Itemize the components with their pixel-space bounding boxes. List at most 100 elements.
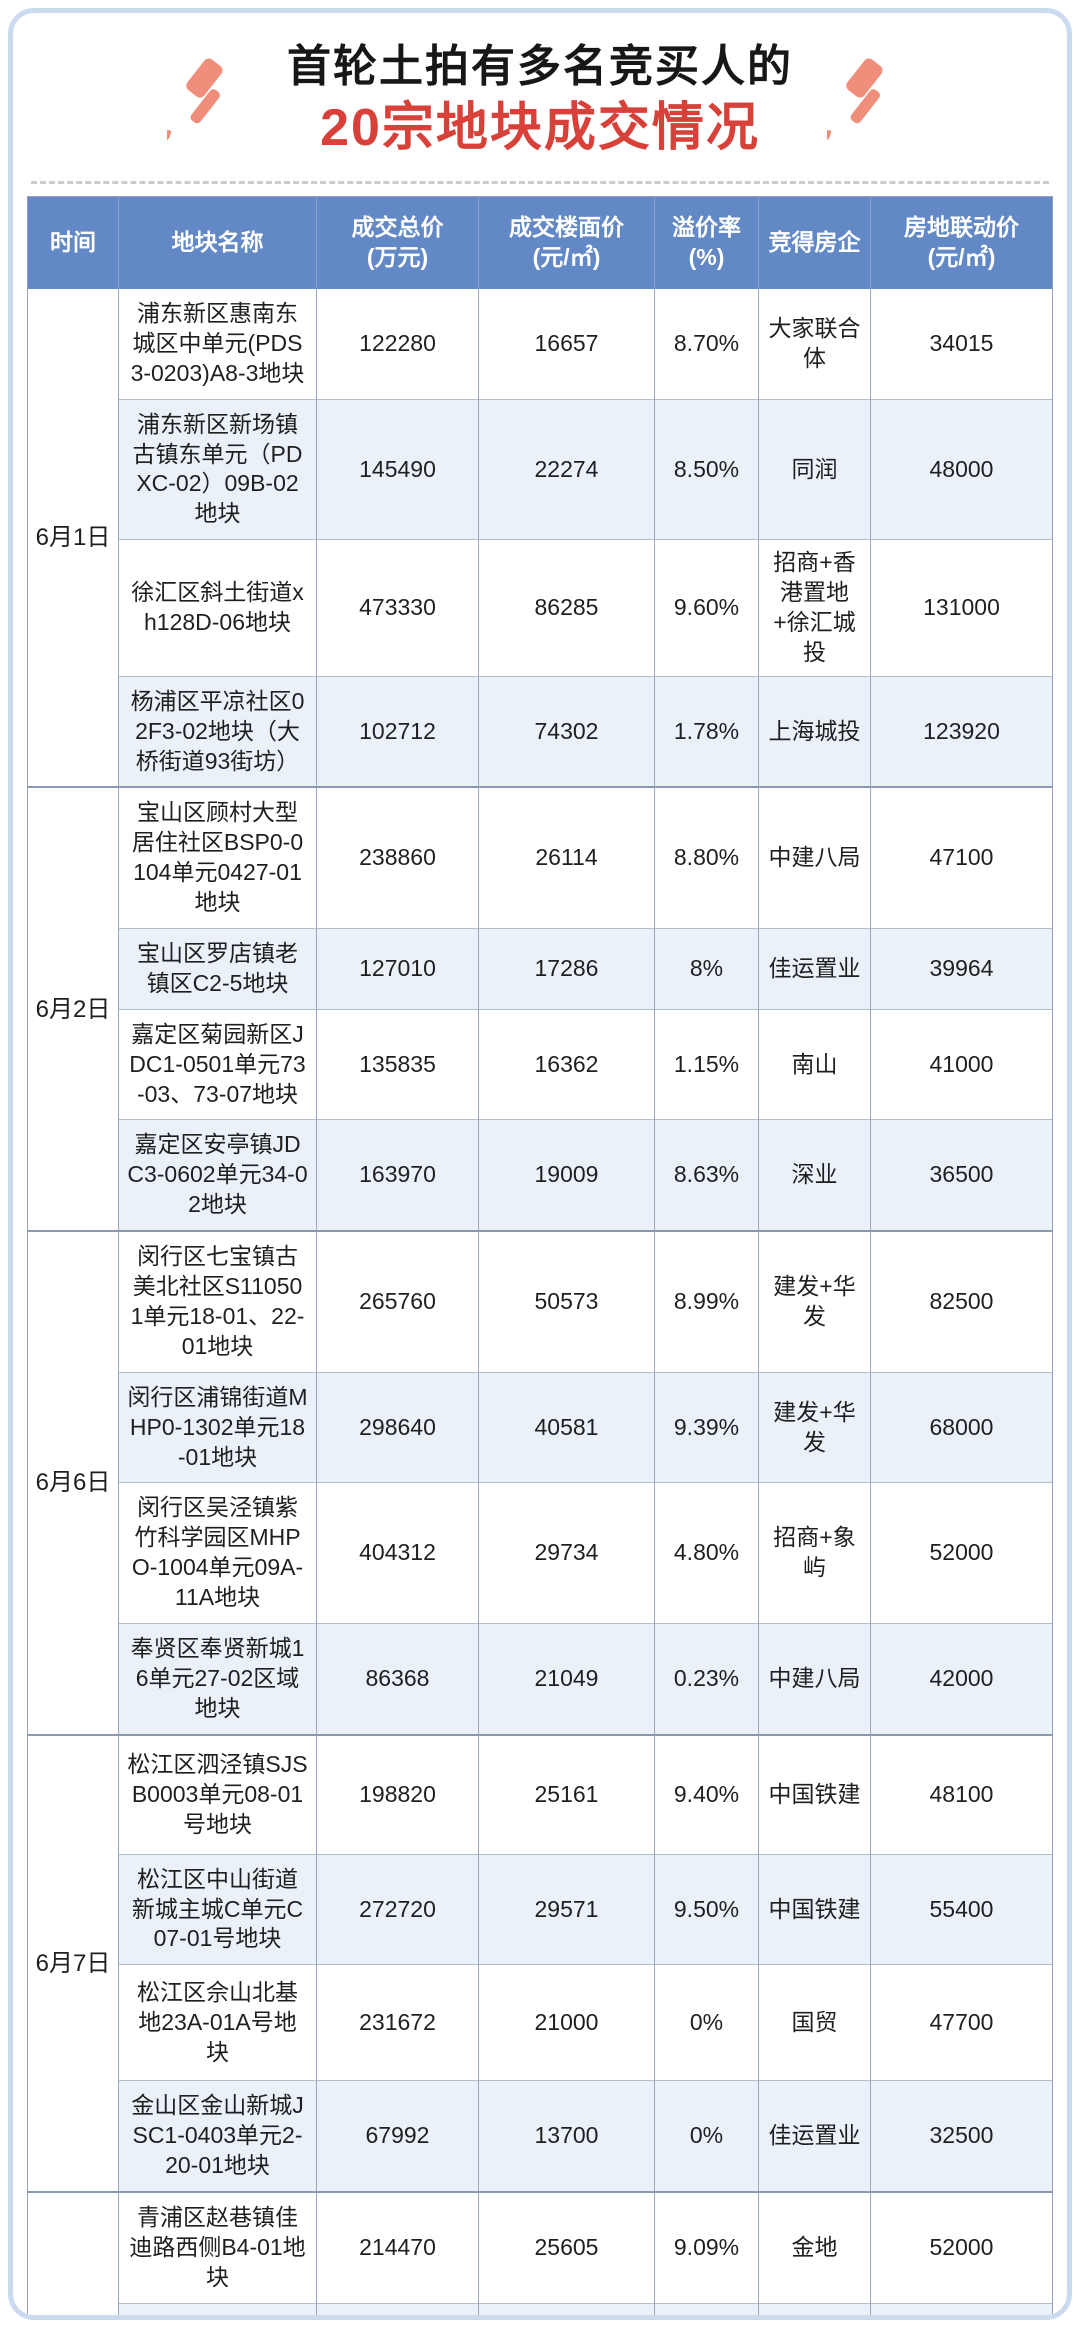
value-cell: 0.23% <box>654 1622 758 1734</box>
date-cell: 6月6日 <box>28 1230 118 1734</box>
value-cell: 39964 <box>870 928 1052 1009</box>
date-cell: 6月7日 <box>28 1733 118 2191</box>
value-cell: 13700 <box>478 2080 654 2191</box>
value-cell: 9.40% <box>654 1733 758 1854</box>
value-cell: 238860 <box>316 786 478 929</box>
value-cell: 深业 <box>758 1119 870 1231</box>
value-cell: 南山 <box>758 1008 870 1120</box>
value-cell: 17286 <box>478 928 654 1009</box>
value-cell: 佳运置业 <box>758 2080 870 2191</box>
value-cell: 37088 <box>478 2302 654 2315</box>
date-cell: 6月8日 <box>28 2190 118 2315</box>
value-cell: 16362 <box>478 1008 654 1120</box>
value-cell: 122280 <box>316 289 478 399</box>
value-cell: 8.99% <box>654 1230 758 1372</box>
value-cell: 8% <box>654 928 758 1009</box>
plot-name-cell: 浦东新区新场镇古镇东单元（PDXC-02）09B-02地块 <box>118 398 316 540</box>
value-cell: 9.08% <box>654 2302 758 2315</box>
value-cell: 上海城投 <box>758 675 870 787</box>
value-cell: 82500 <box>870 1230 1052 1372</box>
plot-name-cell: 松江区中山街道新城主城C单元C07-01号地块 <box>118 1853 316 1965</box>
plot-name-cell: 徐汇区斜土街道xh128D-06地块 <box>118 539 316 676</box>
gavel-icon <box>827 58 883 141</box>
header-cell: 时间 <box>28 197 118 289</box>
value-cell: 16657 <box>478 289 654 399</box>
value-cell: 50573 <box>478 1230 654 1372</box>
value-cell: 9.50% <box>654 1853 758 1965</box>
value-cell: 131000 <box>870 539 1052 676</box>
page-title: 首轮土拍有多名竞买人的 20宗地块成交情况 <box>287 39 793 161</box>
value-cell: 198820 <box>316 1733 478 1854</box>
value-cell: 67992 <box>316 2080 478 2191</box>
title-line-1: 首轮土拍有多名竞买人的 <box>287 42 793 91</box>
value-cell: 26114 <box>478 786 654 929</box>
value-cell: 298640 <box>316 1371 478 1483</box>
value-cell: 8.70% <box>654 289 758 399</box>
value-cell: 86368 <box>316 1622 478 1734</box>
header-cell: 成交楼面价 (元/㎡) <box>478 197 654 289</box>
value-cell: 47700 <box>870 1964 1052 2081</box>
header-cell: 溢价率 (%) <box>654 197 758 289</box>
value-cell: 163970 <box>316 1119 478 1231</box>
value-cell: 8.63% <box>654 1119 758 1231</box>
value-cell: 招商+香港置地+徐汇城投 <box>758 539 870 676</box>
plot-name-cell: 青浦区赵巷镇佳迪路西侧B4-01地块 <box>118 2190 316 2303</box>
plot-name-cell: 金山区金山新城JSC1-0403单元2-20-01地块 <box>118 2080 316 2191</box>
value-cell: 金地 <box>758 2190 870 2303</box>
value-cell: 265760 <box>316 1230 478 1372</box>
table-wrap: 时间 地块名称 成交总价 (万元) 成交楼面价 (元/㎡) 溢价率 (%) 竞得房企 房地联… <box>13 196 1067 2315</box>
value-cell: 404312 <box>316 1482 478 1623</box>
value-cell: 48000 <box>870 398 1052 540</box>
value-cell: 42000 <box>870 1622 1052 1734</box>
value-cell: 47100 <box>870 786 1052 929</box>
plot-name-cell: 浦东新区惠南东城区中单元(PDS3-0203)A8-3地块 <box>118 289 316 399</box>
value-cell: 中国铁建 <box>758 1853 870 1965</box>
value-cell: 22274 <box>478 398 654 540</box>
value-cell: 145490 <box>316 398 478 540</box>
value-cell: 中建八局 <box>758 1622 870 1734</box>
value-cell: 1.15% <box>654 1008 758 1120</box>
plot-name-cell: 嘉定区菊园新区JDC1-0501单元73-03、73-07地块 <box>118 1008 316 1120</box>
value-cell: 9.39% <box>654 1371 758 1483</box>
value-cell: 231672 <box>316 1964 478 2081</box>
plot-name-cell: 青浦区西虹桥会卓路南侧52-04地块 <box>118 2302 316 2315</box>
header-cell: 房地联动价 (元/㎡) <box>870 197 1052 289</box>
value-cell: 中建八局 <box>758 786 870 929</box>
value-cell: 29734 <box>478 1482 654 1623</box>
value-cell: 佳运置业 <box>758 928 870 1009</box>
value-cell: 48100 <box>870 1733 1052 1854</box>
value-cell: 40581 <box>478 1371 654 1483</box>
value-cell: 63000 <box>870 2302 1052 2315</box>
value-cell: 36500 <box>870 1119 1052 1231</box>
value-cell: 102712 <box>316 675 478 787</box>
value-cell: 0% <box>654 1964 758 2081</box>
plot-name-cell: 闵行区七宝镇古美北社区S110501单元18-01、22-01地块 <box>118 1230 316 1372</box>
value-cell: 32500 <box>870 2080 1052 2191</box>
value-cell: 21000 <box>478 1964 654 2081</box>
value-cell: 9.09% <box>654 2190 758 2303</box>
value-cell: 68000 <box>870 1371 1052 1483</box>
value-cell: 8.80% <box>654 786 758 929</box>
value-cell: 建发+华发 <box>758 1371 870 1483</box>
value-cell: 招商 <box>758 2302 870 2315</box>
header-cell: 地块名称 <box>118 197 316 289</box>
value-cell: 0% <box>654 2080 758 2191</box>
value-cell: 214470 <box>316 2190 478 2303</box>
title-line-2: 20宗地块成交情况 <box>320 99 760 157</box>
value-cell: 国贸 <box>758 1964 870 2081</box>
plot-name-cell: 松江区佘山北基地23A-01A号地块 <box>118 1964 316 2081</box>
value-cell: 127010 <box>316 928 478 1009</box>
header-cell: 成交总价 (万元) <box>316 197 478 289</box>
value-cell: 建发+华发 <box>758 1230 870 1372</box>
plot-name-cell: 奉贤区奉贤新城16单元27-02区域地块 <box>118 1622 316 1734</box>
value-cell: 中国铁建 <box>758 1733 870 1854</box>
date-cell: 6月1日 <box>28 289 118 787</box>
infographic-card: 首轮土拍有多名竞买人的 20宗地块成交情况 时间 地块名称 成交总价 (万元) 成交楼… <box>8 8 1072 2320</box>
value-cell: 123920 <box>870 675 1052 787</box>
gavel-icon <box>167 58 223 141</box>
title-separator <box>31 181 1049 184</box>
value-cell: 74302 <box>478 675 654 787</box>
value-cell: 52000 <box>870 2190 1052 2303</box>
value-cell: 大家联合体 <box>758 289 870 399</box>
